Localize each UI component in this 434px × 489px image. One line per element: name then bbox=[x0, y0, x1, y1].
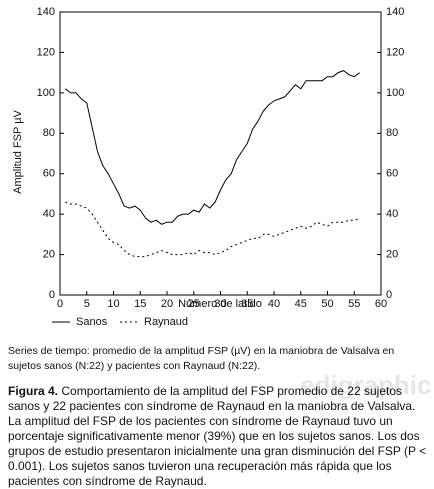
figure-caption: Figura 4. Comportamiento de la amplitud … bbox=[8, 384, 430, 489]
y2-tick-label: 60 bbox=[386, 168, 398, 180]
chart: Número de latido Amplitud FSP µV 0 20 40 60… bbox=[12, 6, 404, 328]
y-tick-label: 140 bbox=[37, 6, 55, 18]
x-tick-label: 40 bbox=[268, 298, 280, 310]
x-tick-label: 35 bbox=[241, 298, 253, 310]
x-tick-label: 25 bbox=[188, 298, 200, 310]
y2-tick-label: 80 bbox=[386, 127, 398, 139]
series-line bbox=[64, 70, 360, 225]
x-tick-label: 20 bbox=[161, 298, 173, 310]
y2-tick-label: 0 bbox=[386, 289, 392, 301]
y2-tick-label: 140 bbox=[386, 6, 404, 18]
x-tick-label: 45 bbox=[295, 298, 307, 310]
caption-label: Figura 4. bbox=[8, 384, 59, 398]
y-tick-label: 20 bbox=[43, 248, 55, 260]
y2-tick-label: 40 bbox=[386, 208, 398, 220]
x-tick-label: 30 bbox=[214, 298, 226, 310]
x-tick-label: 15 bbox=[134, 298, 146, 310]
x-axis-label: Número de latido bbox=[178, 298, 262, 310]
series-line bbox=[65, 201, 360, 258]
legend-label: Sanos bbox=[76, 316, 108, 328]
x-tick-label: 10 bbox=[107, 298, 119, 310]
y-tick-label: 60 bbox=[43, 168, 55, 180]
y-tick-label: 40 bbox=[43, 208, 55, 220]
y2-tick-label: 120 bbox=[386, 46, 404, 58]
x-tick-label: 60 bbox=[375, 298, 387, 310]
x-tick-label: 0 bbox=[57, 298, 63, 310]
legend-label: Raynaud bbox=[144, 316, 188, 328]
plot-frame bbox=[59, 11, 382, 296]
x-tick-label: 5 bbox=[84, 298, 90, 310]
y-tick-label: 0 bbox=[49, 289, 55, 301]
x-tick-label: 50 bbox=[321, 298, 333, 310]
y-tick-label: 100 bbox=[37, 87, 55, 99]
x-tick-label: 55 bbox=[348, 298, 360, 310]
y2-tick-label: 20 bbox=[386, 248, 398, 260]
caption-text: Comportamiento de la amplitud del FSP pr… bbox=[8, 384, 427, 488]
y-tick-label: 120 bbox=[37, 46, 55, 58]
watermark: edigraphic bbox=[300, 370, 432, 400]
y-axis-label: Amplitud FSP µV bbox=[12, 109, 24, 193]
figure-note: Series de tiempo: promedio de la amplitu… bbox=[8, 345, 395, 372]
y2-tick-label: 100 bbox=[386, 87, 404, 99]
y-tick-label: 80 bbox=[43, 127, 55, 139]
